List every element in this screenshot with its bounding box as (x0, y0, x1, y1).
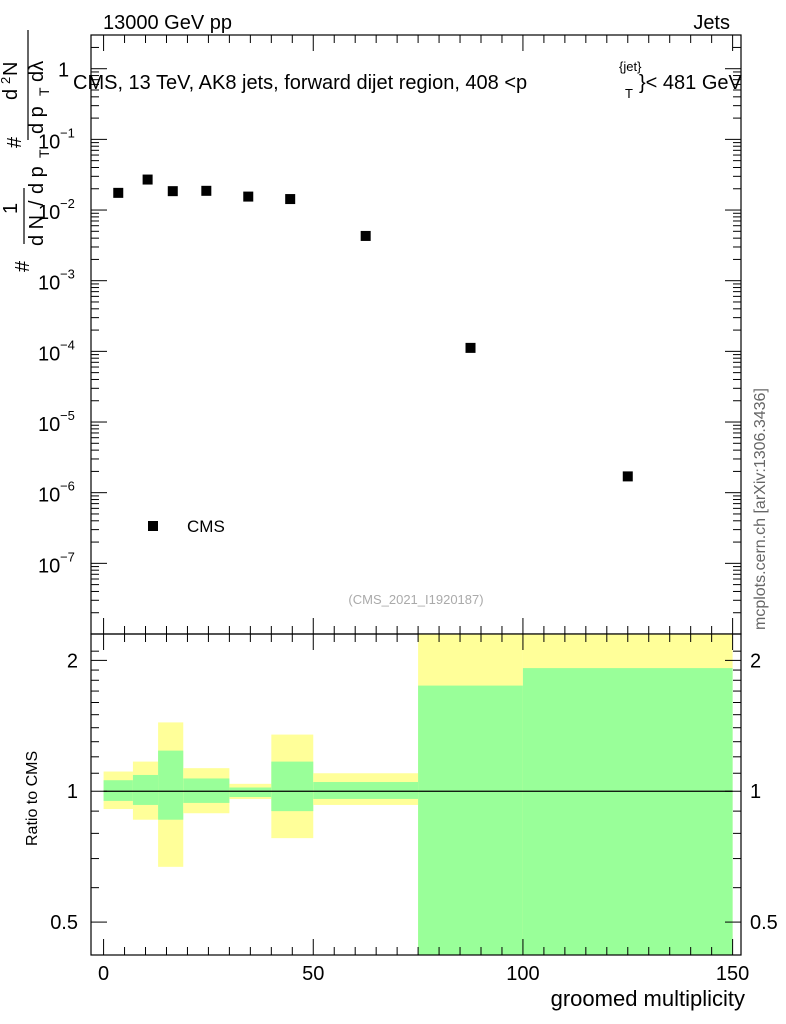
chart-title: CMS, 13 TeV, AK8 jets, forward dijet reg… (73, 59, 743, 101)
ylabel-part: / (26, 200, 48, 206)
ratio-frame (90, 633, 742, 956)
ylabel-part: # (4, 136, 26, 148)
ratio-band-green (103, 780, 133, 801)
header-left: 13000 GeV pp (103, 12, 232, 34)
main-y-tick-exponent: −3 (60, 267, 75, 282)
ylabel-part: 1 (0, 203, 22, 214)
side-label: mcplots.cern.ch [arXiv:1306.3436] (752, 388, 769, 630)
ratio-xlabel: groomed multiplicity (551, 986, 745, 1011)
data-point (243, 191, 254, 202)
main-ylabel: # 1 d N / d p T # d 2 N d p T dλ (0, 30, 52, 272)
ylabel-part: # (12, 260, 34, 272)
ratio-y-tick-label-right: 1 (750, 781, 761, 803)
data-point (622, 471, 633, 482)
ylabel-part: N (0, 62, 22, 76)
ratio-x-tick-label: 150 (716, 963, 749, 985)
main-y-tick-label: 10 (38, 414, 60, 436)
main-y-tick-label: 10 (38, 485, 60, 507)
chart-title-sup: {jet} (619, 59, 642, 74)
main-y-tick-exponent: −2 (60, 196, 75, 211)
main-y-tick-label: 10 (38, 343, 60, 365)
ratio-y-tick-label-right: 0.5 (750, 912, 778, 934)
legend-label: CMS (187, 517, 225, 536)
ratio-ylabel: Ratio to CMS (24, 751, 41, 846)
ratio-y-tick-label-right: 2 (750, 650, 761, 672)
ratio-x-tick-label: 100 (506, 963, 539, 985)
data-point (285, 194, 296, 205)
data-point (167, 186, 178, 197)
ratio-band-green (522, 668, 733, 955)
ratio-plot: 0 50 100 150 0.5 0.5 1 1 2 2 (50, 633, 778, 985)
chart-title-end: }< 481 GeV (639, 72, 743, 94)
data-point (113, 187, 124, 198)
ylabel-part: d p (26, 166, 48, 194)
legend-marker (148, 521, 158, 531)
ylabel-part: dλ (26, 61, 48, 82)
data-point (201, 185, 212, 196)
ratio-x-tick-label: 50 (302, 963, 324, 985)
ratio-band-green (132, 774, 159, 805)
main-y-tick-label: 10 (38, 555, 60, 577)
ratio-band-green (229, 787, 272, 797)
main-y-tick-label: 10 (38, 131, 60, 153)
data-point (360, 230, 371, 241)
ylabel-part: d (0, 89, 22, 100)
ratio-band-green (313, 782, 419, 799)
ratio-x-tick-label: 0 (98, 963, 109, 985)
main-y-tick-label: 1 (58, 60, 69, 82)
ratio-band-green (158, 750, 184, 820)
chart-title-main: CMS, 13 TeV, AK8 jets, forward dijet reg… (73, 72, 527, 94)
main-y-tick-exponent: −7 (60, 549, 75, 564)
ylabel-part: 2 (0, 77, 13, 84)
ratio-y-tick-label-left: 2 (67, 650, 78, 672)
ylabel-part: d N (26, 215, 48, 246)
ratio-y-tick-label-left: 1 (67, 781, 78, 803)
data-point (142, 174, 153, 185)
analysis-watermark: (CMS_2021_I1920187) (348, 592, 483, 607)
chart-title-sub: T (625, 86, 633, 101)
main-y-tick-exponent: −6 (60, 479, 75, 494)
main-frame (90, 34, 742, 635)
ylabel-part: T (36, 87, 52, 96)
ratio-band-green (418, 685, 523, 955)
header-right: Jets (693, 12, 730, 34)
ylabel-part: T (36, 149, 52, 158)
main-y-tick-exponent: −4 (60, 337, 75, 352)
main-y-tick-exponent: −5 (60, 408, 75, 423)
ratio-band-green (271, 761, 314, 812)
ratio-y-tick-label-left: 0.5 (50, 912, 78, 934)
main-y-tick-label: 10 (38, 273, 60, 295)
main-y-tick-label: 10 (38, 202, 60, 224)
main-y-tick-exponent: −1 (60, 125, 75, 140)
data-point (465, 342, 476, 353)
ylabel-part: d p (26, 106, 48, 134)
